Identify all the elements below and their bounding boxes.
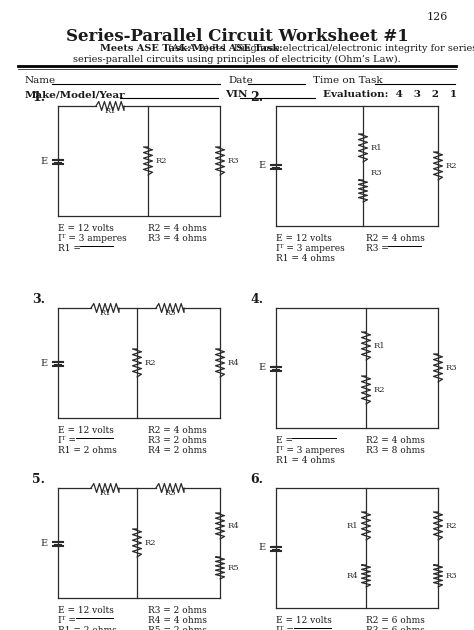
Text: 3.: 3. bbox=[32, 293, 45, 306]
Text: E: E bbox=[41, 539, 48, 547]
Text: R3: R3 bbox=[446, 364, 457, 372]
Text: E = 12 volts: E = 12 volts bbox=[276, 616, 332, 625]
Text: E = 12 volts: E = 12 volts bbox=[58, 224, 114, 233]
Text: 4.: 4. bbox=[250, 293, 263, 306]
Text: R4 = 2 ohms: R4 = 2 ohms bbox=[148, 446, 207, 455]
Text: E: E bbox=[259, 544, 266, 553]
Text: Iᵀ =: Iᵀ = bbox=[58, 436, 76, 445]
Text: 6.: 6. bbox=[250, 473, 263, 486]
Text: Evaluation:  4   3   2   1: Evaluation: 4 3 2 1 bbox=[323, 90, 457, 99]
Text: R3 = 4 ohms: R3 = 4 ohms bbox=[148, 234, 207, 243]
Text: R3: R3 bbox=[228, 157, 240, 165]
Text: E: E bbox=[41, 156, 48, 166]
Text: Meets ASE Task:: Meets ASE Task: bbox=[100, 44, 191, 53]
Text: R2: R2 bbox=[374, 386, 385, 394]
Text: R2 = 4 ohms: R2 = 4 ohms bbox=[366, 234, 425, 243]
Text: E =: E = bbox=[276, 436, 293, 445]
Text: R2: R2 bbox=[145, 539, 156, 547]
Text: Iᵀ =: Iᵀ = bbox=[58, 616, 76, 625]
Text: VIN: VIN bbox=[225, 90, 247, 99]
Text: 126: 126 bbox=[427, 12, 448, 22]
Text: R1 = 4 ohms: R1 = 4 ohms bbox=[276, 254, 335, 263]
Text: (A6-A-2) P-1  Diagnose electrical/electronic integrity for series, parallel, and: (A6-A-2) P-1 Diagnose electrical/electro… bbox=[165, 44, 474, 53]
Text: R3: R3 bbox=[164, 309, 176, 317]
Text: 2.: 2. bbox=[250, 91, 263, 104]
Text: R1: R1 bbox=[346, 522, 358, 530]
Text: E = 12 volts: E = 12 volts bbox=[58, 426, 114, 435]
Text: R5: R5 bbox=[228, 564, 240, 572]
Text: Series-Parallel Circuit Worksheet #1: Series-Parallel Circuit Worksheet #1 bbox=[65, 28, 409, 45]
Text: Date: Date bbox=[228, 76, 253, 85]
Text: R3 = 8 ohms: R3 = 8 ohms bbox=[366, 446, 425, 455]
Text: R2 = 4 ohms: R2 = 4 ohms bbox=[148, 224, 207, 233]
Text: series-parallel circuits using principles of electricity (Ohm’s Law).: series-parallel circuits using principle… bbox=[73, 55, 401, 64]
Text: R2: R2 bbox=[446, 522, 457, 530]
Text: Make/Model/Year: Make/Model/Year bbox=[25, 90, 126, 99]
Text: 5.: 5. bbox=[32, 473, 45, 486]
Text: Iᵀ = 3 amperes: Iᵀ = 3 amperes bbox=[276, 446, 345, 455]
Text: R4 = 4 ohms: R4 = 4 ohms bbox=[148, 616, 207, 625]
Text: Name: Name bbox=[25, 76, 56, 85]
Text: R2 = 6 ohms: R2 = 6 ohms bbox=[366, 616, 425, 625]
Text: Iᵀ = 3 amperes: Iᵀ = 3 amperes bbox=[276, 244, 345, 253]
Text: R3: R3 bbox=[371, 169, 383, 177]
Text: R1: R1 bbox=[371, 144, 383, 152]
Text: R1 =: R1 = bbox=[58, 244, 81, 253]
Text: R1 = 2 ohms: R1 = 2 ohms bbox=[58, 446, 117, 455]
Text: R3 = 2 ohms: R3 = 2 ohms bbox=[148, 606, 207, 615]
Text: R4: R4 bbox=[228, 359, 240, 367]
Text: Iᵀ =: Iᵀ = bbox=[276, 626, 294, 630]
Text: 1.: 1. bbox=[32, 91, 45, 104]
Text: Iᵀ = 3 amperes: Iᵀ = 3 amperes bbox=[58, 234, 127, 243]
Text: R4: R4 bbox=[228, 522, 240, 530]
Text: R3 =: R3 = bbox=[366, 244, 389, 253]
Text: R3: R3 bbox=[446, 572, 457, 580]
Text: E: E bbox=[259, 161, 266, 171]
Text: R3 = 2 ohms: R3 = 2 ohms bbox=[148, 436, 207, 445]
Text: R1 = 2 ohms: R1 = 2 ohms bbox=[58, 626, 117, 630]
Text: R4: R4 bbox=[346, 572, 358, 580]
Text: Meets ASE Task:: Meets ASE Task: bbox=[191, 44, 283, 53]
Text: E = 12 volts: E = 12 volts bbox=[276, 234, 332, 243]
Text: E = 12 volts: E = 12 volts bbox=[58, 606, 114, 615]
Text: R2 = 4 ohms: R2 = 4 ohms bbox=[366, 436, 425, 445]
Text: R1: R1 bbox=[104, 107, 116, 115]
Text: R3: R3 bbox=[164, 489, 176, 497]
Text: R2 = 4 ohms: R2 = 4 ohms bbox=[148, 426, 207, 435]
Text: E: E bbox=[259, 364, 266, 372]
Text: R1: R1 bbox=[374, 342, 386, 350]
Text: R1: R1 bbox=[99, 489, 111, 497]
Text: R1 = 4 ohms: R1 = 4 ohms bbox=[276, 456, 335, 465]
Text: R2: R2 bbox=[446, 162, 457, 170]
Text: E: E bbox=[41, 358, 48, 367]
Text: R2: R2 bbox=[156, 157, 167, 165]
Text: Time on Task: Time on Task bbox=[313, 76, 383, 85]
Text: R2: R2 bbox=[145, 359, 156, 367]
Text: R5 = 2 ohms: R5 = 2 ohms bbox=[148, 626, 207, 630]
Text: R3 = 6 ohms: R3 = 6 ohms bbox=[366, 626, 425, 630]
Text: R1: R1 bbox=[99, 309, 111, 317]
